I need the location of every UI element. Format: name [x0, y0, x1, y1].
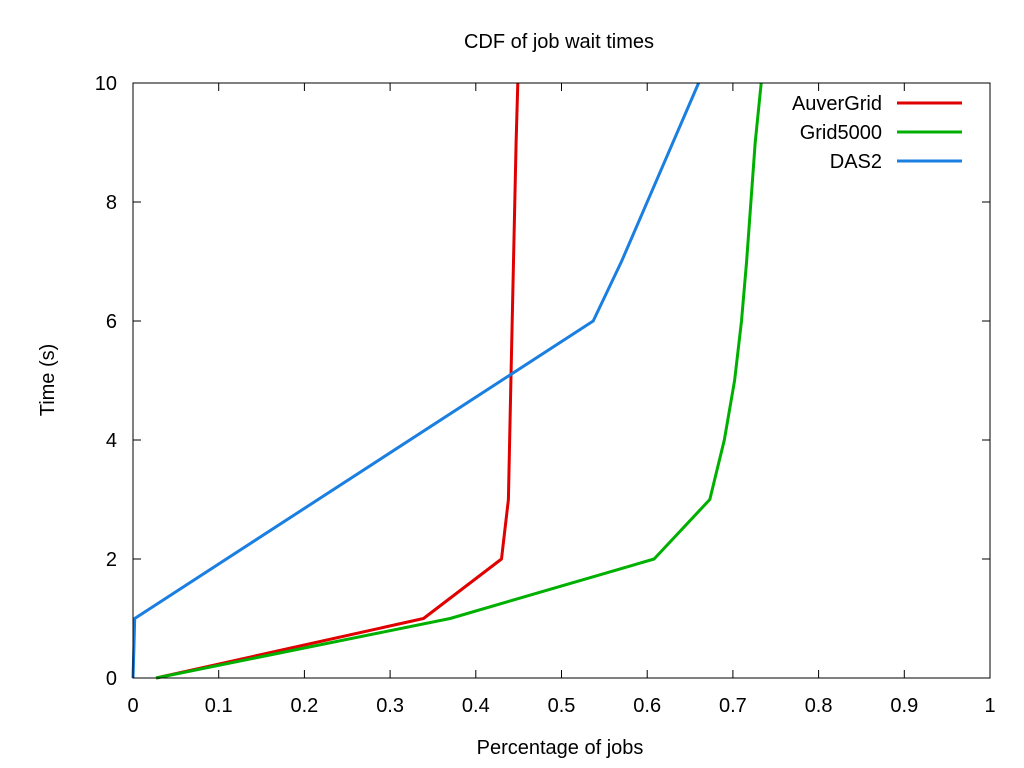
series-layer: [131, 82, 763, 680]
x-tick-label: 0.1: [205, 695, 233, 717]
chart-title: CDF of job wait times: [464, 31, 654, 53]
plot-frame: [132, 82, 991, 679]
y-tick-label: 4: [106, 430, 117, 452]
x-tick-label: 0: [127, 695, 138, 717]
series-line-grid5000: [155, 82, 763, 680]
x-tick-label: 0.5: [548, 695, 576, 717]
y-axis-label: Time (s): [37, 344, 59, 417]
x-tick-label: 0.9: [890, 695, 918, 717]
legend-label-das2: DAS2: [830, 151, 882, 173]
y-tick-label: 6: [106, 311, 117, 333]
x-tick-label: 0.7: [719, 695, 747, 717]
series-line-auvergrid: [155, 82, 520, 680]
y-tick-label: 10: [95, 73, 117, 95]
y-tick-label: 2: [106, 549, 117, 571]
x-tick-label: 0.3: [376, 695, 404, 717]
y-tick-label: 0: [106, 668, 117, 690]
x-tick-label: 1: [984, 695, 995, 717]
x-tick-label: 0.2: [290, 695, 318, 717]
x-tick-label: 0.6: [633, 695, 661, 717]
legend: AuverGrid Grid5000 DAS2: [792, 93, 962, 173]
x-tick-label: 0.4: [462, 695, 490, 717]
series-line-das2: [131, 82, 700, 679]
x-tick-label: 0.8: [805, 695, 833, 717]
y-tick-label: 8: [106, 192, 117, 214]
legend-label-grid5000: Grid5000: [800, 122, 882, 144]
x-axis-label: Percentage of jobs: [477, 737, 644, 759]
legend-label-auvergrid: AuverGrid: [792, 93, 882, 115]
